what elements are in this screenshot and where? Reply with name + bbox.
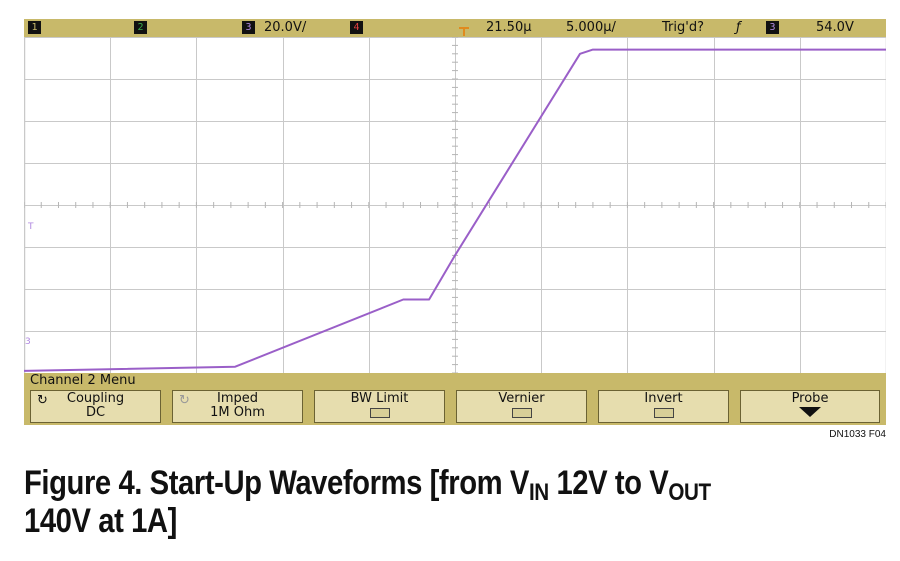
graticule-ticks (24, 37, 886, 373)
rotate-arrow-icon: ↻ (37, 393, 48, 408)
softkey-label: Vernier (498, 391, 545, 406)
impedance-softkey[interactable]: ↻ Imped 1M Ohm (172, 390, 303, 423)
ground-marker: 3 (25, 337, 31, 347)
softkey-label: BW Limit (350, 391, 409, 406)
toggle-indicator (369, 408, 390, 418)
scope-status-bar: 1 2 3 20.0V/ 4 21.50µ 5.000µ/ Trig'd? ƒ … (24, 19, 886, 37)
trigger-position-icon (458, 22, 470, 36)
channel-3-badge: 3 (242, 21, 255, 34)
trigger-level-marker: T (27, 222, 34, 232)
trigger-level: 54.0V (816, 20, 854, 35)
channel-2-badge: 2 (134, 21, 147, 34)
coupling-softkey[interactable]: ↻ Coupling DC (30, 390, 161, 423)
invert-softkey[interactable]: Invert (598, 390, 729, 423)
probe-softkey[interactable]: Probe (740, 390, 880, 423)
caption-lead: Figure 4. Start-Up Waveforms [from V (24, 464, 529, 502)
softkey-label: Coupling (66, 391, 125, 406)
toggle-indicator (653, 408, 674, 418)
menu-title: Channel 2 Menu (30, 373, 136, 388)
time-scale: 5.000µ/ (566, 20, 616, 35)
trigger-channel-badge: 3 (766, 21, 779, 34)
softkey-label: Probe (791, 391, 829, 406)
time-offset: 21.50µ (486, 20, 532, 35)
channel-1-badge: 1 (28, 21, 41, 34)
channel-menu: Channel 2 Menu ↻ Coupling DC ↻ Imped 1M … (24, 373, 886, 425)
trigger-slope-icon: ƒ (736, 20, 741, 35)
figure-id: DN1033 F04 (829, 429, 886, 440)
channel-3-scale: 20.0V/ (264, 20, 307, 35)
bw-limit-softkey[interactable]: BW Limit (314, 390, 445, 423)
caption-mid: 12V to V (548, 464, 669, 502)
arrow-down-icon (741, 406, 879, 420)
channel-3-trace (24, 48, 886, 372)
softkey-label: Invert (644, 391, 683, 406)
vernier-softkey[interactable]: Vernier (456, 390, 587, 423)
rotate-arrow-icon: ↻ (179, 393, 190, 408)
softkey-value: 1M Ohm (210, 405, 265, 420)
waveform-plot: T 3 (24, 37, 886, 373)
trigger-status: Trig'd? (662, 20, 704, 35)
channel-4-badge: 4 (350, 21, 363, 34)
softkey-value: DC (85, 405, 106, 420)
caption-sub-out: OUT (668, 479, 711, 506)
softkey-label: Imped (217, 391, 258, 406)
toggle-indicator (511, 408, 532, 418)
caption-line2: 140V at 1A] (24, 502, 177, 540)
waveform-svg: T 3 (24, 37, 886, 373)
figure-caption: Figure 4. Start-Up Waveforms [from VIN 1… (24, 464, 764, 540)
caption-sub-in: IN (528, 479, 549, 506)
